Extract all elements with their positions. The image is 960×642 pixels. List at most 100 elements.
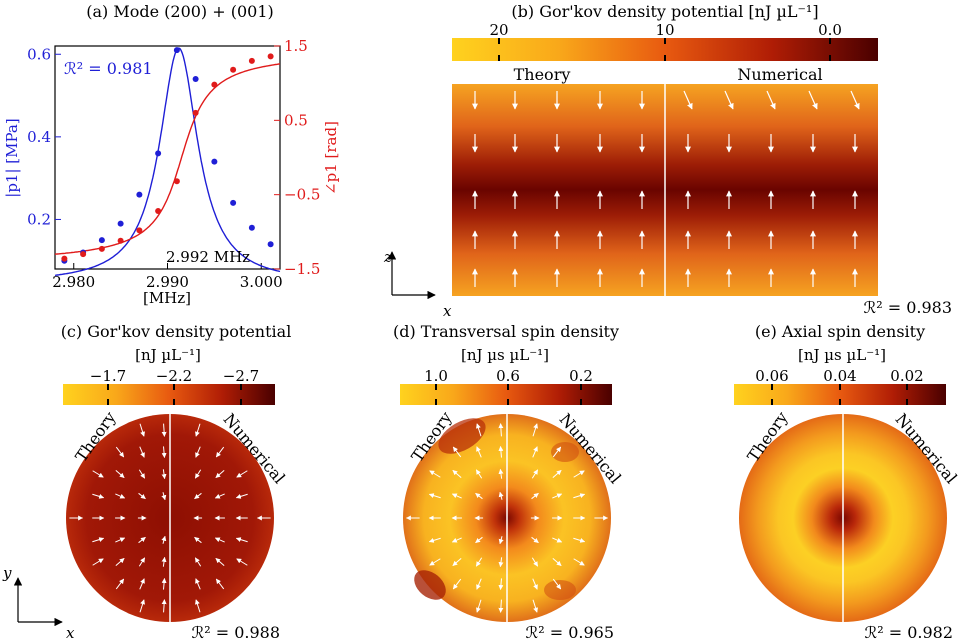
panel-c-arrow [138, 536, 146, 544]
panel-c-arrow [194, 557, 202, 567]
panel-c-arrow [236, 470, 248, 478]
panel-b-arrow [850, 90, 860, 110]
panel-d-arrow [476, 446, 482, 458]
panel-d-arrow [475, 557, 483, 567]
panel-a-data-point [267, 241, 274, 248]
panel-c-arrow [92, 493, 105, 499]
panel-c-arrow [194, 599, 201, 613]
panel-a-data-point [192, 76, 199, 83]
panel-d-arrow [452, 578, 462, 590]
panel-c-arrow [92, 558, 104, 566]
panel-d-arrow [552, 578, 562, 590]
panel-e-r2: ℛ² = 0.982 [864, 623, 953, 642]
panel-a-data-point [248, 57, 255, 64]
panel-a-xtick-label: 3.000 [240, 273, 283, 291]
panel-b-arrow [808, 90, 818, 110]
panel-e-cbar-tick-3: 0.02 [890, 367, 923, 385]
panel-a-fit-line [54, 63, 281, 255]
panel-b-r2: ℛ² = 0.983 [863, 298, 952, 317]
panel-d-arrow [573, 558, 585, 566]
panel-d-arrow [552, 537, 563, 543]
panel-d-arrow [552, 493, 563, 499]
panel-a-frame [54, 45, 281, 270]
panel-a-data-point [61, 255, 68, 262]
panel-b-colorbar-ticks [498, 38, 831, 61]
panel-c-arrow [195, 578, 201, 590]
panel-c-arrow [215, 446, 225, 458]
panel-a-data-point [173, 178, 180, 185]
panel-c-arrow [138, 492, 146, 500]
panel-c-arrow [115, 537, 126, 543]
panel-c-arrow [92, 470, 104, 478]
panel-c-arrow [214, 493, 225, 499]
panel-d-arrow [573, 470, 585, 478]
panel-d-arrow [531, 492, 539, 500]
panel-d-arrow [475, 469, 483, 479]
panel-d-arrow [573, 537, 586, 543]
panel-a-ytick-right-label: 1.5 [284, 37, 308, 55]
panel-d-arrow [532, 423, 539, 437]
panel-d-arrow [498, 423, 504, 437]
panel-d-r2: ℛ² = 0.965 [525, 623, 614, 642]
panel-b-cbar-tick-2: 10 [655, 21, 674, 39]
panel-a-data-point [248, 224, 255, 231]
panel-c-arrow [161, 446, 167, 459]
panel-c-arrow [194, 536, 202, 544]
panel-d-cbar-tick-1: 1.0 [424, 367, 448, 385]
panel-c-title: (c) Gor'kov density potential [61, 322, 292, 341]
panel-d-cbar-tick-2: 0.6 [496, 367, 520, 385]
panel-c-arrows [69, 423, 271, 613]
panel-c-x-label: x [66, 624, 75, 642]
panel-c-arrow [115, 446, 125, 458]
panel-d-arrow [451, 493, 462, 499]
panel-c-arrow [194, 423, 201, 437]
panel-d-arrow [498, 491, 504, 500]
panel-d: (d) Transversal spin density [nJ µs µL⁻¹… [393, 322, 625, 642]
panel-d-arrow [531, 469, 539, 479]
panel-c-arrow [195, 446, 201, 458]
panel-e: (e) Axial spin density [nJ µs µL⁻¹] 0.06… [734, 322, 960, 642]
panel-c-arrow [161, 556, 167, 567]
panel-d-arrow [452, 446, 462, 458]
panel-d-arrow [451, 537, 462, 543]
panel-d-arrow [475, 536, 483, 544]
panel-a-data-point [267, 53, 274, 60]
panel-c-arrow [138, 469, 146, 479]
panel-b-cbar-tick-1: 20 [489, 21, 508, 39]
panel-a-annotation: 2.992 MHz [166, 248, 250, 266]
panel-b-x-label: x [443, 302, 452, 320]
panel-d-arrow [531, 536, 539, 544]
panel-e-colorbar-ticks [771, 384, 908, 405]
panel-d-arrow [498, 557, 504, 568]
panel-d-arrow [428, 493, 441, 499]
panel-c-arrow [236, 558, 248, 566]
panel-b-arrow [683, 90, 693, 110]
panel-c-arrow [235, 493, 248, 499]
panel-d-arrow [452, 469, 462, 479]
panel-e-cbar-tick-2: 0.04 [823, 367, 856, 385]
panel-a-data-point [211, 81, 218, 88]
panel-a-xlabel: [MHz] [143, 289, 191, 307]
panel-a-data-point [230, 199, 237, 206]
panel-a-ticks: 2.980 2.990 3.000 0.2 0.4 0.6 −1.5 −0.5 0.5 1.5 [27, 37, 320, 291]
panel-c-arrow [161, 599, 167, 613]
panel-c-cbar-tick-2: −2.2 [156, 367, 192, 385]
panel-c-arrow [139, 446, 145, 458]
panel-a-data-point [117, 220, 124, 227]
panel-d-arrow [452, 557, 462, 567]
panel-d-arrow [429, 558, 441, 566]
panel-c-arrow [214, 537, 225, 543]
panel-c-cbar-tick-1: −1.7 [90, 367, 126, 385]
panel-d-arrows [405, 423, 609, 613]
panel-c-arrow [215, 469, 225, 479]
panel-a-data-point [230, 66, 237, 73]
panel-c-arrow [161, 535, 167, 544]
panel-a-ytick-left-label: 0.2 [27, 210, 51, 228]
panel-a-fit-line [54, 47, 281, 276]
panel-c-cbar-tick-3: −2.7 [223, 367, 259, 385]
panel-d-arrow [429, 470, 441, 478]
panel-d-arrow [552, 469, 562, 479]
panel-d-arrow [573, 493, 586, 499]
panel-a-title: (a) Mode (200) + (001) [86, 2, 274, 21]
panel-a-ylabel-left: |p1| [MPa] [3, 118, 21, 197]
